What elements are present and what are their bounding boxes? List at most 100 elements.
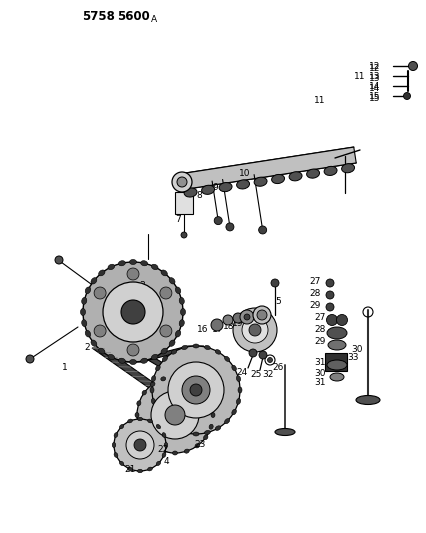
Ellipse shape (179, 320, 184, 327)
Ellipse shape (127, 419, 132, 423)
Text: 9: 9 (212, 183, 217, 192)
Text: 3: 3 (139, 280, 144, 289)
Ellipse shape (150, 443, 155, 448)
Circle shape (152, 346, 239, 434)
Ellipse shape (114, 433, 118, 438)
Circle shape (103, 282, 163, 342)
Ellipse shape (236, 376, 240, 382)
Text: 33: 33 (346, 353, 358, 362)
Ellipse shape (85, 330, 90, 337)
Text: 27: 27 (308, 278, 320, 287)
Ellipse shape (171, 350, 176, 354)
Circle shape (167, 362, 224, 418)
Text: 23: 23 (194, 440, 205, 449)
Text: 17: 17 (212, 326, 223, 335)
Circle shape (55, 256, 63, 264)
Circle shape (267, 358, 272, 362)
Ellipse shape (355, 395, 379, 405)
Ellipse shape (156, 461, 160, 465)
Text: 11: 11 (354, 71, 365, 80)
Circle shape (325, 303, 333, 311)
Circle shape (210, 319, 222, 331)
Ellipse shape (175, 287, 180, 294)
Circle shape (114, 419, 166, 471)
Ellipse shape (162, 433, 166, 438)
Ellipse shape (81, 309, 85, 316)
Ellipse shape (237, 387, 242, 393)
Ellipse shape (175, 330, 180, 337)
Ellipse shape (119, 424, 124, 429)
Ellipse shape (81, 320, 86, 327)
Ellipse shape (118, 358, 125, 364)
Text: 12: 12 (368, 63, 380, 72)
Circle shape (159, 287, 172, 299)
Circle shape (256, 310, 266, 320)
Text: 30: 30 (351, 345, 362, 354)
Ellipse shape (112, 442, 115, 448)
Text: 31: 31 (314, 378, 325, 387)
Ellipse shape (215, 350, 220, 354)
Text: 28: 28 (308, 289, 320, 298)
Text: 2: 2 (84, 343, 89, 352)
Ellipse shape (147, 467, 152, 471)
Ellipse shape (162, 418, 167, 424)
Text: 20: 20 (246, 319, 257, 327)
Ellipse shape (147, 419, 152, 423)
Ellipse shape (181, 431, 187, 434)
Circle shape (127, 344, 139, 356)
Ellipse shape (129, 359, 136, 365)
Ellipse shape (193, 344, 199, 348)
Ellipse shape (150, 382, 155, 386)
Ellipse shape (203, 390, 207, 395)
Circle shape (271, 279, 278, 287)
Ellipse shape (135, 413, 139, 417)
Ellipse shape (184, 188, 196, 197)
Circle shape (83, 262, 183, 362)
Text: 8: 8 (196, 191, 201, 200)
Text: 13: 13 (368, 74, 380, 83)
Ellipse shape (127, 467, 132, 471)
Text: 27: 27 (314, 313, 325, 322)
Ellipse shape (201, 185, 214, 195)
Ellipse shape (204, 431, 210, 434)
Ellipse shape (219, 183, 231, 192)
Ellipse shape (306, 169, 319, 178)
Ellipse shape (195, 443, 199, 448)
Ellipse shape (195, 382, 199, 386)
Circle shape (248, 349, 256, 357)
Ellipse shape (179, 297, 184, 304)
Ellipse shape (224, 418, 229, 424)
Ellipse shape (85, 287, 90, 294)
Text: 29: 29 (308, 302, 320, 311)
Text: 24: 24 (236, 368, 247, 377)
Ellipse shape (142, 390, 146, 395)
Text: 13: 13 (368, 71, 380, 80)
Text: 12: 12 (368, 61, 380, 70)
Text: 11: 11 (314, 95, 325, 104)
Circle shape (181, 376, 210, 404)
Text: 4: 4 (163, 457, 168, 466)
Ellipse shape (156, 424, 160, 429)
Ellipse shape (161, 449, 165, 453)
Circle shape (126, 431, 154, 459)
Ellipse shape (204, 345, 210, 350)
Text: 29: 29 (314, 337, 325, 346)
Ellipse shape (119, 461, 124, 465)
Ellipse shape (161, 348, 167, 354)
Ellipse shape (271, 174, 284, 183)
Text: 26: 26 (272, 364, 283, 373)
Text: 10: 10 (239, 168, 250, 177)
Ellipse shape (172, 172, 192, 192)
Circle shape (239, 310, 253, 324)
Circle shape (336, 314, 347, 326)
Text: 30: 30 (314, 369, 325, 378)
Circle shape (325, 279, 333, 287)
Ellipse shape (151, 376, 155, 382)
Ellipse shape (341, 164, 354, 173)
Polygon shape (125, 346, 204, 362)
Text: 22: 22 (157, 446, 168, 455)
Ellipse shape (184, 449, 189, 453)
Ellipse shape (177, 177, 187, 187)
Ellipse shape (142, 435, 146, 440)
Text: 18: 18 (223, 322, 234, 332)
